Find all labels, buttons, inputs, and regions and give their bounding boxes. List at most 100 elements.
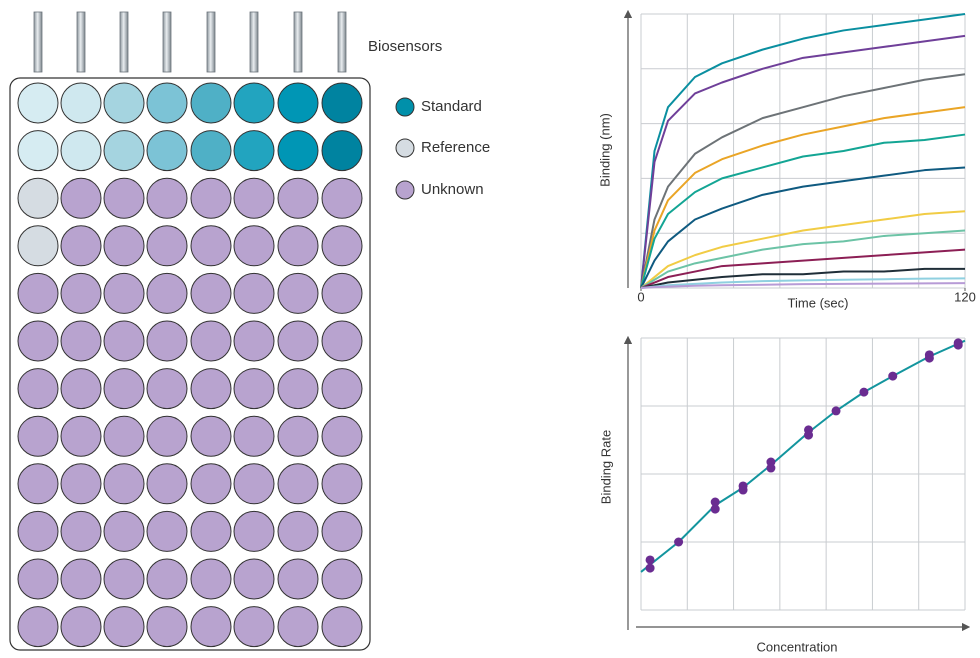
- legend-label: Unknown: [421, 181, 484, 198]
- well: [146, 177, 188, 219]
- well: [190, 130, 232, 172]
- biosensor: [337, 11, 347, 73]
- curve: [640, 210, 966, 289]
- well: [17, 510, 59, 552]
- well: [60, 82, 102, 124]
- biosensor: [162, 11, 172, 73]
- curve: [640, 248, 966, 289]
- well: [277, 463, 319, 505]
- well: [103, 558, 145, 600]
- well: [233, 130, 275, 172]
- well: [60, 368, 102, 410]
- well: [190, 415, 232, 457]
- x-axis-label: Time (sec): [788, 295, 849, 310]
- point: [710, 504, 720, 514]
- well: [146, 320, 188, 362]
- biosensor: [293, 11, 303, 73]
- well: [103, 368, 145, 410]
- well: [277, 130, 319, 172]
- well: [277, 558, 319, 600]
- legend-swatch: [395, 97, 415, 117]
- curve: [640, 106, 966, 289]
- well: [277, 225, 319, 267]
- point: [831, 406, 841, 416]
- point: [804, 430, 814, 440]
- curve: [640, 13, 966, 289]
- well: [103, 320, 145, 362]
- well: [146, 368, 188, 410]
- well: [146, 606, 188, 648]
- well: [321, 606, 363, 648]
- well: [321, 225, 363, 267]
- point: [674, 537, 684, 547]
- well: [60, 320, 102, 362]
- well: [190, 177, 232, 219]
- legend-label: Reference: [421, 139, 490, 156]
- well: [321, 415, 363, 457]
- well: [321, 463, 363, 505]
- biosensor: [206, 11, 216, 73]
- well: [60, 130, 102, 172]
- well: [190, 82, 232, 124]
- biosensor: [249, 11, 259, 73]
- well: [17, 606, 59, 648]
- well: [233, 82, 275, 124]
- well: [233, 463, 275, 505]
- legend-swatch: [395, 138, 415, 158]
- well: [17, 463, 59, 505]
- well: [277, 82, 319, 124]
- well: [17, 558, 59, 600]
- well: [103, 130, 145, 172]
- well: [146, 510, 188, 552]
- well: [233, 368, 275, 410]
- well: [103, 272, 145, 314]
- well: [103, 415, 145, 457]
- well: [190, 320, 232, 362]
- x-axis-label: Concentration: [757, 639, 838, 654]
- well: [233, 558, 275, 600]
- well: [60, 415, 102, 457]
- well: [190, 510, 232, 552]
- well: [146, 415, 188, 457]
- well: [321, 510, 363, 552]
- curve: [640, 339, 966, 573]
- curve: [640, 133, 966, 289]
- well: [103, 463, 145, 505]
- well: [60, 177, 102, 219]
- biosensors-label: Biosensors: [368, 38, 442, 55]
- curve: [640, 34, 966, 289]
- well: [60, 225, 102, 267]
- well: [277, 510, 319, 552]
- well: [321, 320, 363, 362]
- well: [321, 177, 363, 219]
- legend: Standard Reference Unknown: [395, 97, 490, 200]
- curve: [640, 267, 965, 289]
- well: [17, 272, 59, 314]
- wells: [17, 82, 363, 648]
- point: [859, 387, 869, 397]
- well: [321, 272, 363, 314]
- well: [190, 463, 232, 505]
- well: [233, 272, 275, 314]
- well: [103, 510, 145, 552]
- well: [277, 272, 319, 314]
- curve: [640, 277, 966, 289]
- curve: [640, 166, 966, 289]
- biosensor: [76, 11, 86, 73]
- well: [277, 177, 319, 219]
- well: [146, 82, 188, 124]
- well: [233, 606, 275, 648]
- curve: [640, 73, 966, 289]
- biosensor: [119, 11, 129, 73]
- well: [103, 606, 145, 648]
- well: [321, 130, 363, 172]
- point: [738, 485, 748, 495]
- point: [888, 371, 898, 381]
- point: [924, 353, 934, 363]
- well: [190, 606, 232, 648]
- well: [146, 130, 188, 172]
- well: [103, 177, 145, 219]
- point: [645, 555, 655, 565]
- well: [321, 558, 363, 600]
